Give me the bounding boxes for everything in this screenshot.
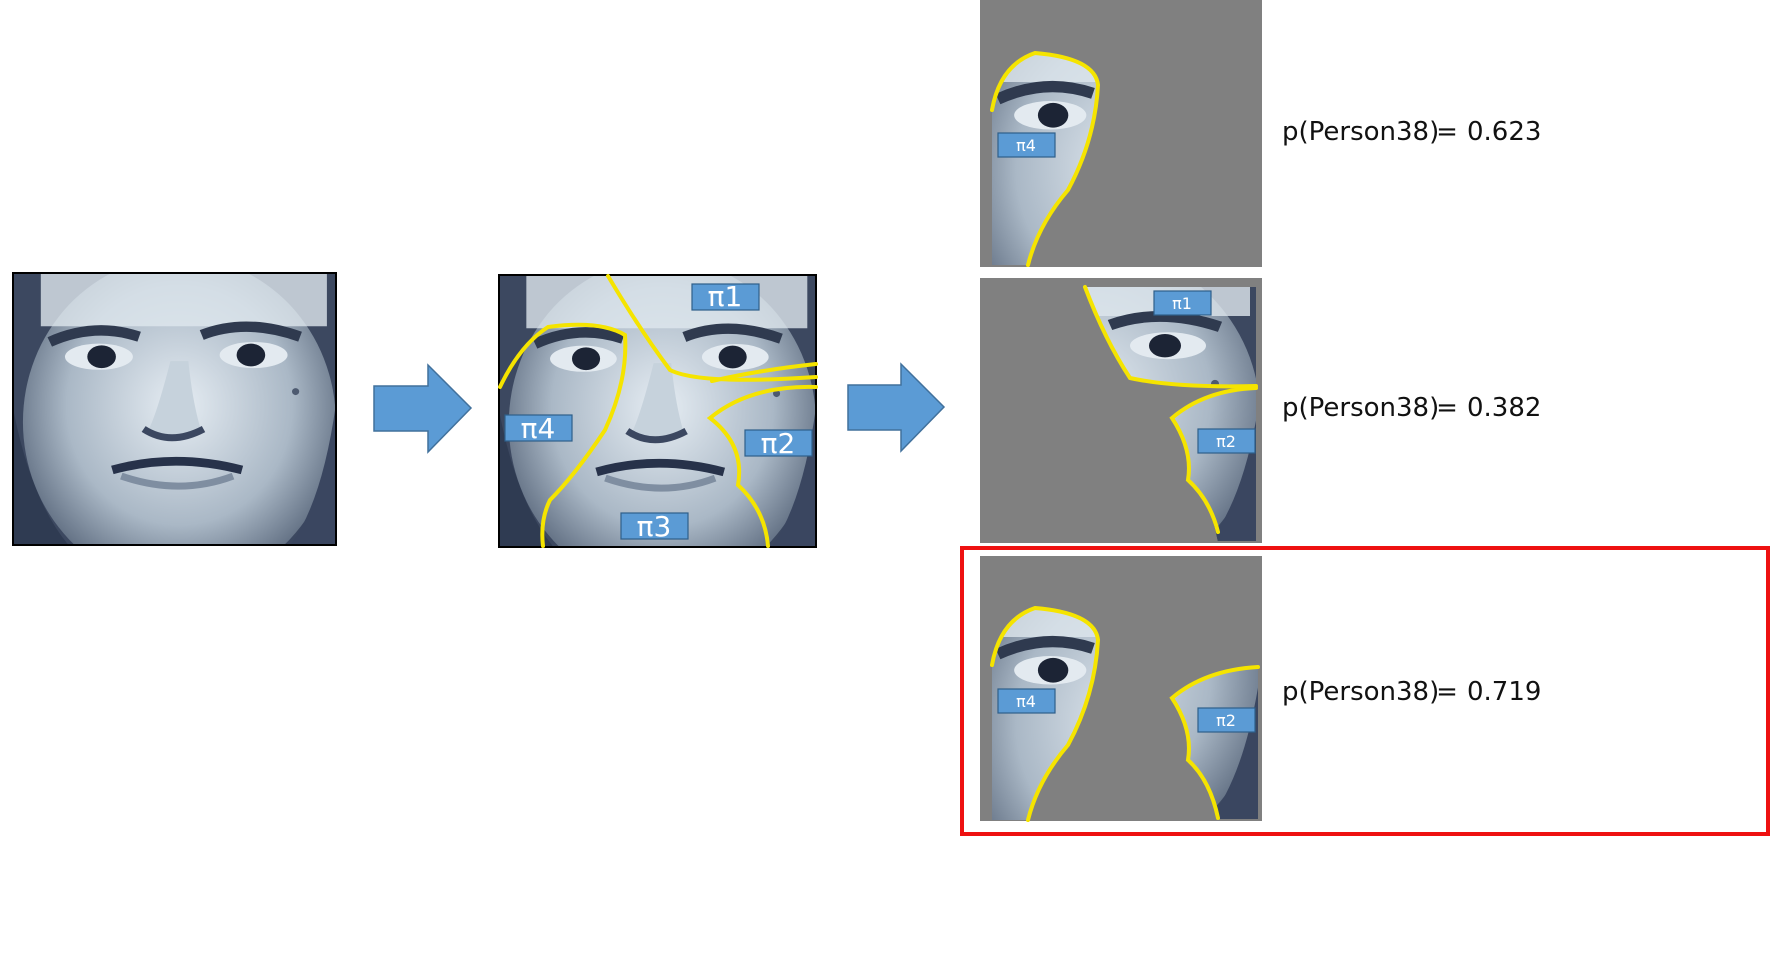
- segment-label-pi2: π2: [1197, 707, 1256, 733]
- probability-text-3: p(Person38) = 0.719: [1282, 677, 1541, 707]
- segment-label-pi4: π4: [997, 132, 1056, 158]
- svg-text:=: =: [1436, 677, 1458, 707]
- svg-text:π4: π4: [1016, 692, 1036, 711]
- svg-text:=: =: [1436, 393, 1458, 423]
- svg-text:π1: π1: [708, 280, 743, 313]
- segment-boundaries: [498, 274, 818, 548]
- svg-text:π4: π4: [521, 412, 556, 445]
- original-face-image: [12, 272, 337, 546]
- svg-text:p(Person38): p(Person38): [1282, 117, 1439, 147]
- arrow-right-icon: [373, 363, 473, 454]
- perturbation-panel-2: π1 π2: [980, 278, 1262, 543]
- probability-text-1: p(Person38) = 0.623: [1282, 117, 1541, 147]
- segment-label-pi2: π2: [1197, 428, 1256, 454]
- svg-text:π4: π4: [1016, 136, 1036, 155]
- perturbation-panel-3: π4 π2: [980, 556, 1262, 822]
- probability-text-2: p(Person38) = 0.382: [1282, 393, 1541, 423]
- segment-label-pi4: π4: [997, 688, 1056, 714]
- segment-label-pi1: π1: [691, 280, 760, 313]
- segment-label-pi1: π1: [1153, 290, 1212, 316]
- segment-label-pi2: π2: [744, 427, 813, 460]
- segmented-face-image: π1 π2 π3 π4: [498, 274, 818, 548]
- svg-text:0.719: 0.719: [1467, 677, 1541, 707]
- arrow-right-icon: [847, 362, 946, 453]
- svg-text:0.623: 0.623: [1467, 117, 1541, 147]
- svg-text:p(Person38): p(Person38): [1282, 393, 1439, 423]
- svg-text:π3: π3: [637, 510, 672, 543]
- svg-text:π1: π1: [1172, 294, 1192, 313]
- svg-text:π2: π2: [1216, 711, 1236, 730]
- svg-text:π2: π2: [761, 427, 796, 460]
- svg-text:p(Person38): p(Person38): [1282, 677, 1439, 707]
- segment-label-pi4: π4: [504, 412, 573, 445]
- segment-label-pi3: π3: [620, 510, 689, 543]
- perturbation-panel-1: π4: [980, 0, 1262, 267]
- svg-text:=: =: [1436, 117, 1458, 147]
- svg-text:π2: π2: [1216, 432, 1236, 451]
- svg-text:0.382: 0.382: [1467, 393, 1541, 423]
- highlight-box: [960, 546, 1770, 836]
